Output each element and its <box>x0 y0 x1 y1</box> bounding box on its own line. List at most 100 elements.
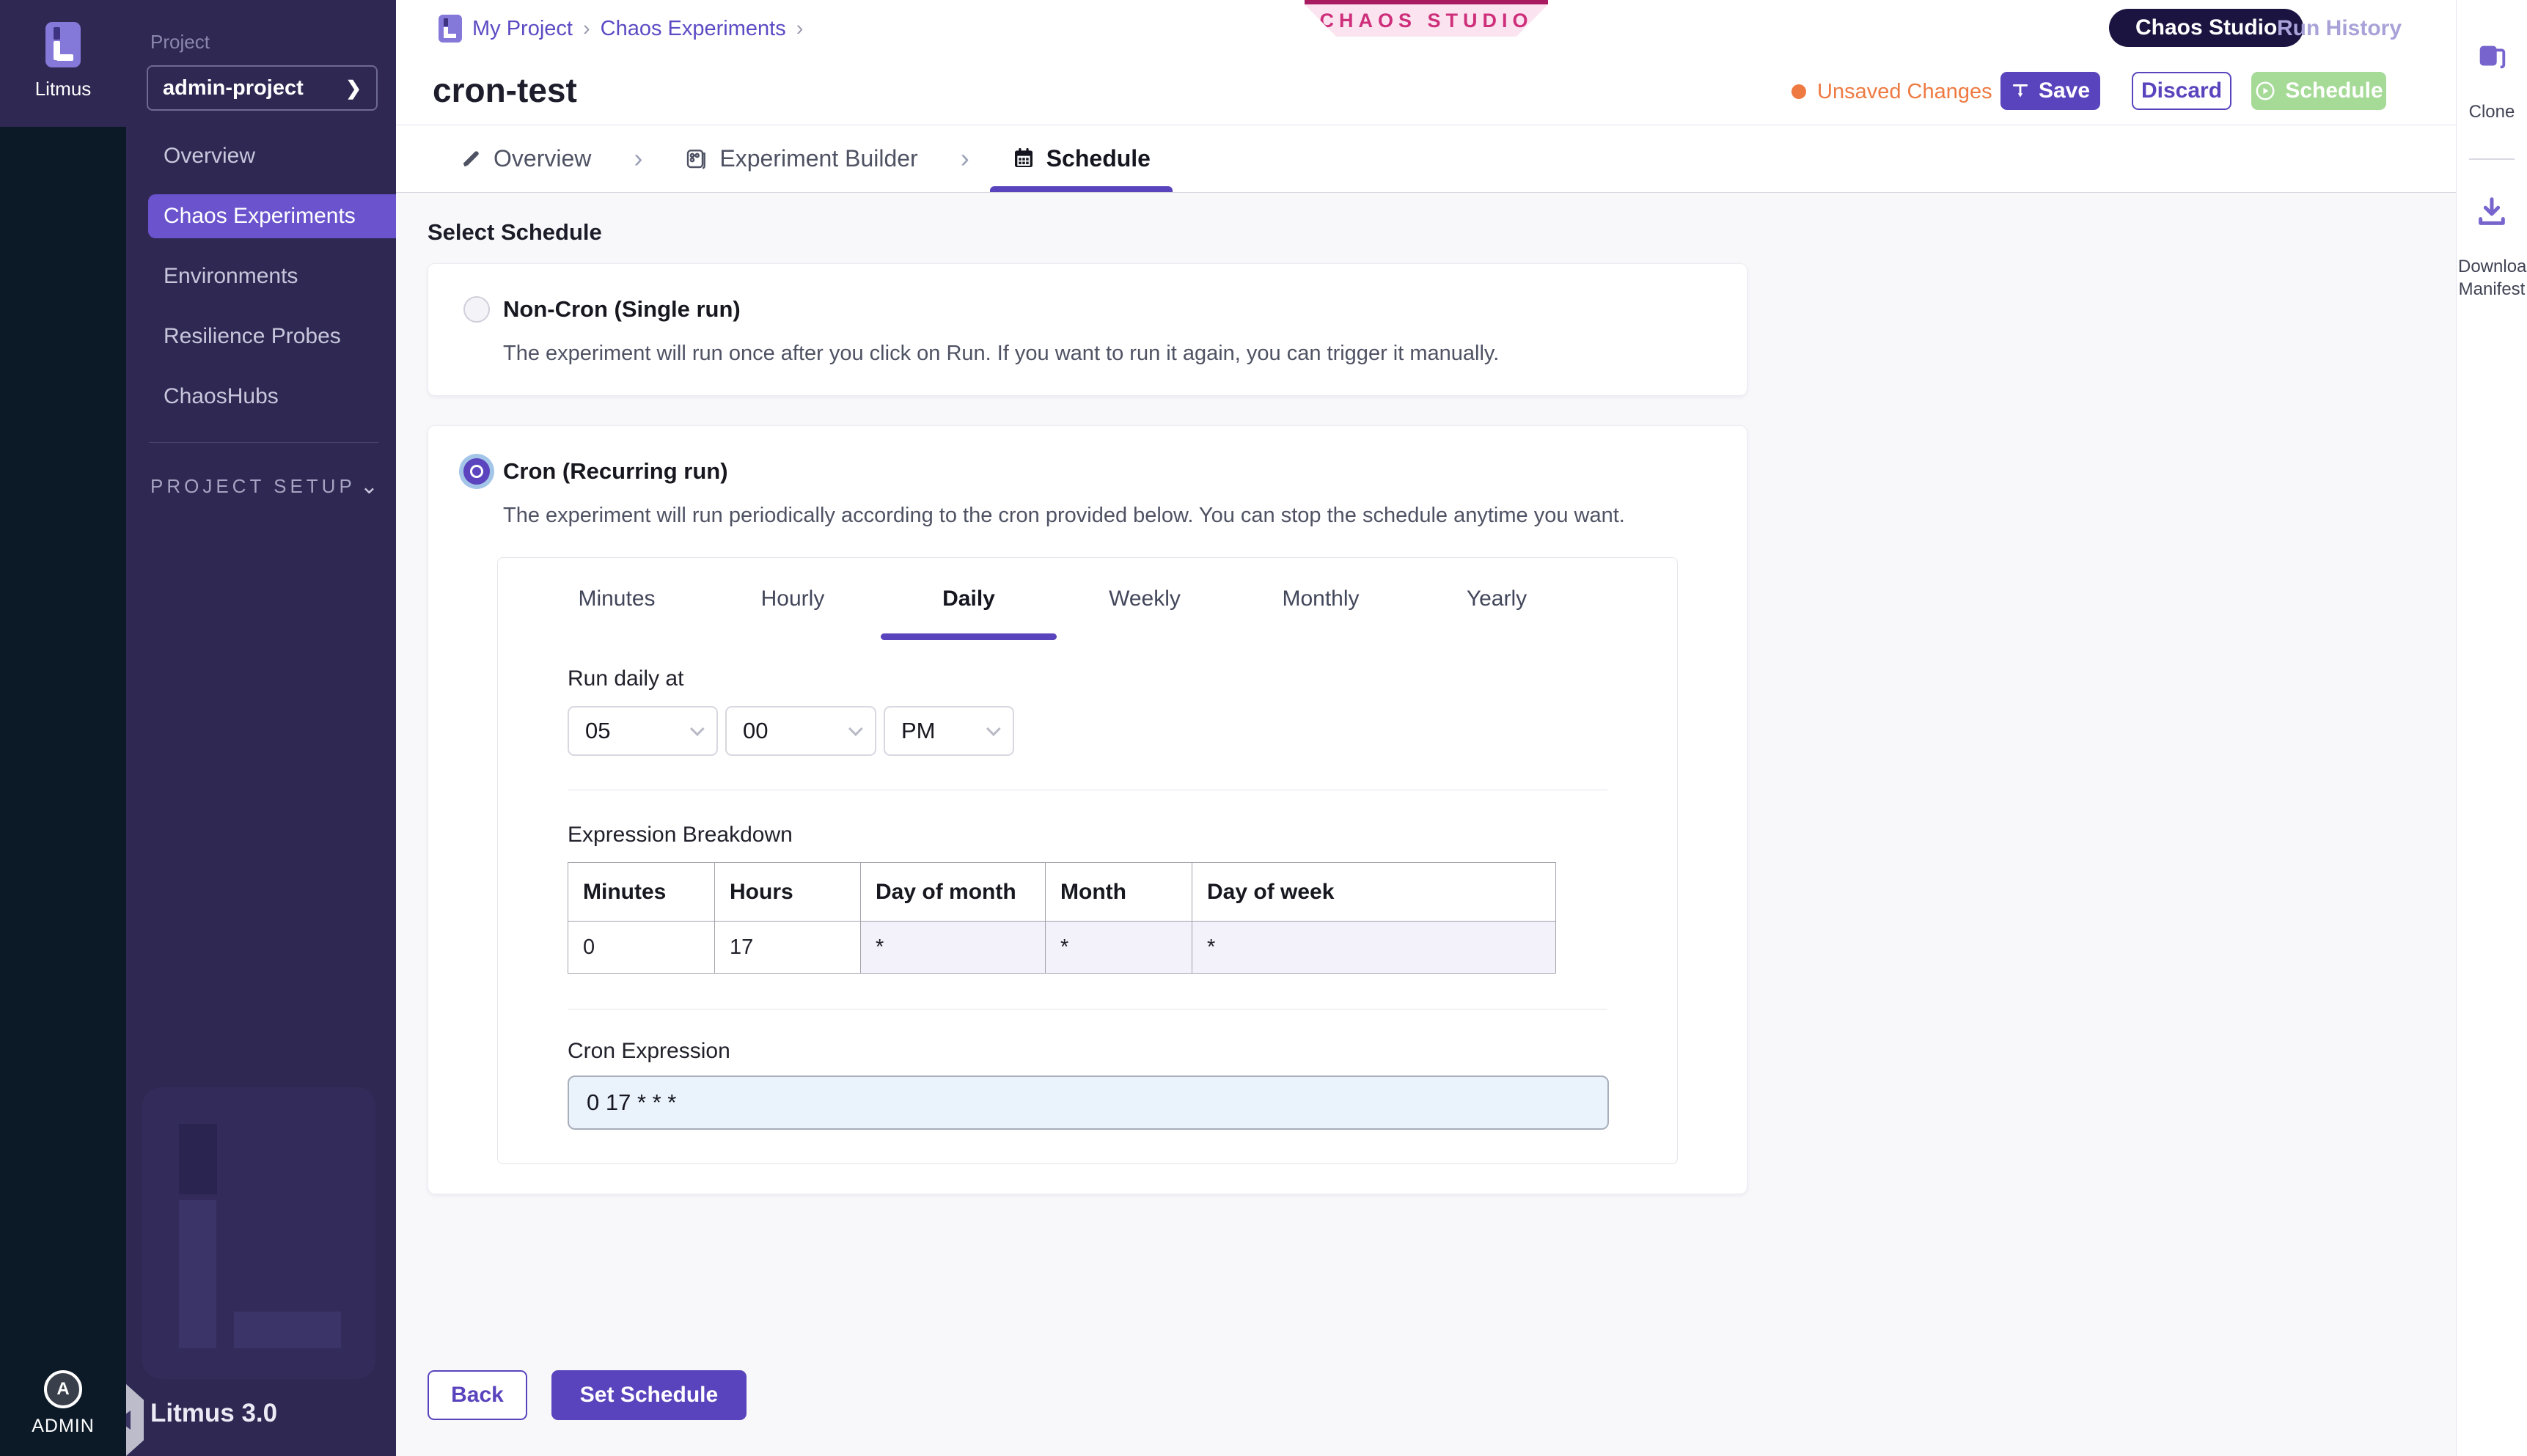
cell-day-of-month: * <box>860 921 1046 974</box>
download-icon <box>2479 197 2505 225</box>
set-schedule-button[interactable]: Set Schedule <box>551 1370 747 1420</box>
litmus-logo-icon <box>45 22 81 67</box>
save-icon <box>2012 84 2028 98</box>
sidebar-item-overview[interactable]: Overview <box>164 144 256 168</box>
chevron-right-icon: ❯ <box>345 76 362 99</box>
expression-breakdown-table: Minutes Hours Day of month Month Day of … <box>568 862 1556 974</box>
footer-actions: Back Set Schedule <box>428 1370 2456 1420</box>
sidebar-divider <box>149 442 378 443</box>
col-header-month: Month <box>1045 862 1192 922</box>
cell-month: * <box>1045 921 1192 974</box>
breadcrumb-chaos-experiments[interactable]: Chaos Experiments <box>600 16 786 40</box>
chaos-studio-pill[interactable]: Chaos Studio <box>2109 9 2304 47</box>
clone-label: Clone <box>2468 102 2515 122</box>
cron-card: Cron (Recurring run) The experiment will… <box>428 425 1747 1194</box>
unsaved-dot-icon <box>1791 84 1806 99</box>
ribbon-label: CHAOS STUDIO <box>1305 4 1548 37</box>
page-title: cron-test <box>433 71 577 109</box>
cron-tab-monthly[interactable]: Monthly <box>1282 587 1360 611</box>
chaos-studio-ribbon: CHAOS STUDIO <box>1305 0 1548 37</box>
sidebar-item-chaos-experiments[interactable]: Chaos Experiments <box>148 194 396 238</box>
studio-tabs: Overview › Experiment Builder › <box>439 125 1173 192</box>
cron-config-panel: Minutes Hourly Daily Weekly Monthly Year… <box>497 557 1678 1164</box>
calendar-icon <box>1014 148 1033 167</box>
pencil-icon <box>463 151 479 167</box>
non-cron-radio[interactable] <box>463 296 490 323</box>
avatar[interactable]: A <box>44 1370 82 1408</box>
right-rail: Clone Download Manifest <box>2456 0 2527 1456</box>
litmus-watermark <box>142 1087 375 1379</box>
cron-tab-daily[interactable]: Daily <box>881 558 1057 640</box>
user-role-label: ADMIN <box>32 1416 95 1436</box>
version-label: Litmus 3.0 <box>150 1399 278 1427</box>
nav-list: Overview Chaos Experiments Environments … <box>126 134 396 419</box>
col-header-hours: Hours <box>714 862 861 922</box>
cron-tab-weekly[interactable]: Weekly <box>1109 587 1181 611</box>
sidebar-item-chaoshubs[interactable]: ChaosHubs <box>164 384 279 408</box>
select-schedule-heading: Select Schedule <box>428 219 602 245</box>
sidebar: Project admin-project ❯ Overview Chaos E… <box>109 0 396 1456</box>
divider <box>2469 158 2515 160</box>
breadcrumb: My Project › Chaos Experiments › <box>439 15 803 43</box>
table-row: 0 17 * * * <box>568 921 1556 974</box>
cron-expression-label: Cron Expression <box>568 1039 730 1063</box>
chevron-down-icon <box>689 721 705 737</box>
tab-overview[interactable]: Overview <box>439 125 613 192</box>
clone-action[interactable]: Clone <box>2458 40 2526 123</box>
sidebar-item-environments[interactable]: Environments <box>164 264 298 288</box>
project-name: admin-project <box>163 76 304 100</box>
hour-select[interactable]: 05 <box>568 706 718 756</box>
breadcrumb-separator: › <box>796 16 804 40</box>
app-name: Litmus <box>34 78 92 100</box>
play-circle-icon <box>2256 81 2275 100</box>
expression-breakdown-label: Expression Breakdown <box>568 823 793 847</box>
run-daily-at-label: Run daily at <box>568 666 684 691</box>
cron-title[interactable]: Cron (Recurring run) <box>503 458 728 484</box>
cron-frequency-tabs: Minutes Hourly Daily Weekly Monthly Year… <box>498 558 1677 640</box>
tab-separator-icon: › <box>960 143 969 173</box>
save-button[interactable]: Save <box>2000 72 2100 110</box>
cron-expression-input[interactable] <box>568 1076 1609 1130</box>
litmus-mini-logo-icon <box>439 15 462 43</box>
schedule-button-disabled[interactable]: Schedule <box>2251 72 2386 110</box>
builder-icon <box>687 150 706 169</box>
sidebar-item-resilience-probes[interactable]: Resilience Probes <box>164 324 341 348</box>
divider <box>568 1009 1607 1010</box>
download-manifest-action[interactable]: Download Manifest <box>2458 195 2527 301</box>
unsaved-changes-status: Unsaved Changes <box>1791 73 1992 110</box>
non-cron-description: The experiment will run once after you c… <box>503 342 1500 365</box>
breadcrumb-separator: › <box>582 16 590 40</box>
header-top: My Project › Chaos Experiments › cron-te… <box>396 0 2456 125</box>
unsaved-label: Unsaved Changes <box>1817 79 1992 103</box>
user-profile[interactable]: A ADMIN <box>0 1370 126 1437</box>
project-setup-label: PROJECT SETUP <box>150 475 356 497</box>
download-manifest-label: Download Manifest <box>2458 257 2527 299</box>
tab-separator-icon: › <box>634 143 643 173</box>
project-selector[interactable]: admin-project ❯ <box>147 65 378 111</box>
chevron-down-icon: ⌄ <box>359 474 378 499</box>
cell-minutes: 0 <box>568 921 715 974</box>
clone-icon <box>2479 45 2506 69</box>
minute-select[interactable]: 00 <box>725 706 876 756</box>
back-button[interactable]: Back <box>428 1370 527 1420</box>
cron-tab-hourly[interactable]: Hourly <box>760 587 825 611</box>
cron-tab-yearly[interactable]: Yearly <box>1466 587 1527 611</box>
cron-radio[interactable] <box>463 458 490 485</box>
non-cron-card: Non-Cron (Single run) The experiment wil… <box>428 263 1747 396</box>
ampm-select[interactable]: PM <box>884 706 1014 756</box>
breadcrumb-my-project[interactable]: My Project <box>472 16 573 40</box>
chevron-down-icon <box>848 721 863 737</box>
page-header: My Project › Chaos Experiments › cron-te… <box>396 0 2456 193</box>
col-header-minutes: Minutes <box>568 862 715 922</box>
tab-experiment-builder[interactable]: Experiment Builder <box>663 125 939 192</box>
time-selects: 05 00 PM <box>568 706 1607 756</box>
non-cron-title[interactable]: Non-Cron (Single run) <box>503 296 741 322</box>
cell-hours: 17 <box>714 921 861 974</box>
discard-button[interactable]: Discard <box>2132 72 2231 110</box>
logo-block: Litmus <box>0 0 126 127</box>
project-setup-toggle[interactable]: PROJECT SETUP ⌄ <box>150 474 378 499</box>
run-history-link[interactable]: Run History <box>2277 16 2402 40</box>
tab-schedule[interactable]: Schedule <box>989 125 1173 192</box>
cron-tab-minutes[interactable]: Minutes <box>578 587 656 611</box>
